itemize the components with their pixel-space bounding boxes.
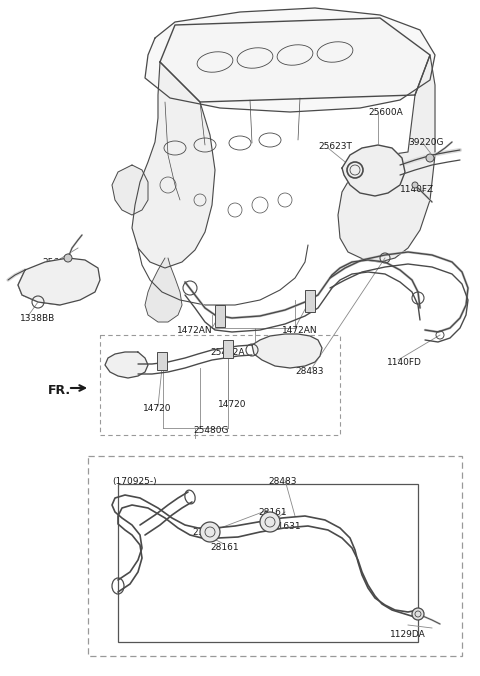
Polygon shape <box>105 352 148 378</box>
Text: 1129DA: 1129DA <box>390 630 426 639</box>
Text: FR.: FR. <box>48 385 71 397</box>
Bar <box>157 352 167 370</box>
Text: 14720: 14720 <box>218 400 247 409</box>
Text: 39220G: 39220G <box>408 138 444 147</box>
Polygon shape <box>145 8 435 112</box>
Text: 28161: 28161 <box>210 543 239 552</box>
Circle shape <box>426 154 434 162</box>
Polygon shape <box>145 258 182 322</box>
Text: 21631: 21631 <box>272 522 300 531</box>
Polygon shape <box>342 145 405 196</box>
Text: 14720: 14720 <box>143 404 171 413</box>
Text: 1338BB: 1338BB <box>20 314 55 323</box>
Polygon shape <box>18 258 100 305</box>
Bar <box>305 290 315 312</box>
Circle shape <box>260 512 280 532</box>
Text: 1140FZ: 1140FZ <box>400 185 434 194</box>
Circle shape <box>412 608 424 620</box>
Circle shape <box>64 254 72 262</box>
Text: 1140FD: 1140FD <box>387 358 422 367</box>
Text: 25600A: 25600A <box>368 108 403 117</box>
Text: 21631: 21631 <box>192 528 221 537</box>
Polygon shape <box>160 18 430 102</box>
Text: 28161: 28161 <box>258 508 287 517</box>
Polygon shape <box>132 62 215 268</box>
Text: 1472AN: 1472AN <box>282 326 318 335</box>
Polygon shape <box>338 55 435 262</box>
Text: 25472A: 25472A <box>210 348 244 357</box>
Polygon shape <box>112 165 148 215</box>
Circle shape <box>200 522 220 542</box>
Text: (170925-): (170925-) <box>112 477 156 486</box>
Text: 28483: 28483 <box>295 367 324 376</box>
Bar <box>215 305 225 327</box>
Bar <box>223 340 233 358</box>
Text: 25500A: 25500A <box>52 280 87 289</box>
Text: 28483: 28483 <box>268 477 297 486</box>
Text: 25631B: 25631B <box>42 258 77 267</box>
Text: 25480G: 25480G <box>193 426 228 435</box>
Circle shape <box>412 182 418 188</box>
Text: 25623T: 25623T <box>318 142 352 151</box>
Polygon shape <box>252 334 322 368</box>
Text: 1472AN: 1472AN <box>177 326 213 335</box>
